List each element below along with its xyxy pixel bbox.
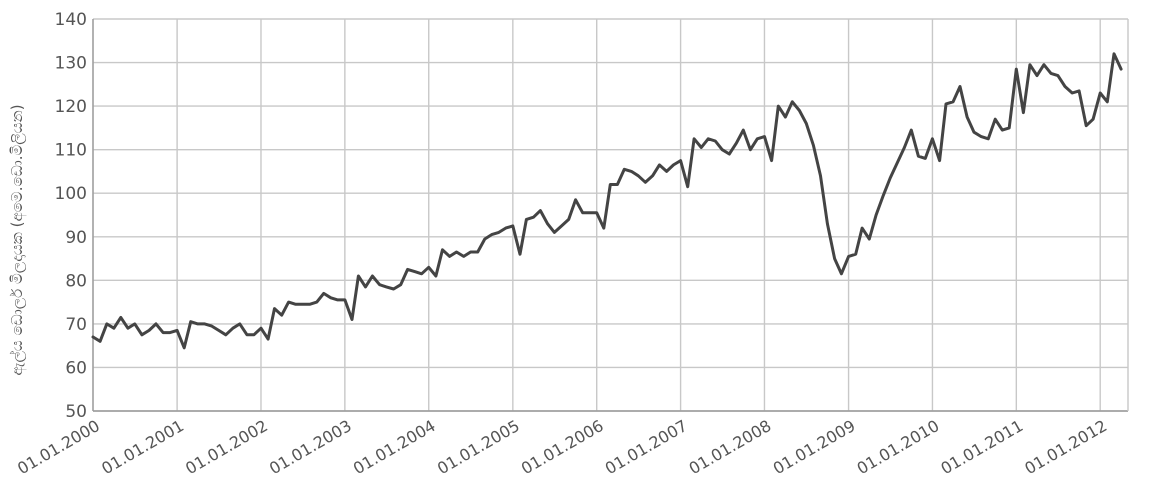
x-tick-label: 01.01.2009 xyxy=(770,416,859,478)
y-tick-label: 60 xyxy=(65,358,87,378)
y-tick-label: 130 xyxy=(55,54,87,74)
x-tick-label: 01.01.2006 xyxy=(518,416,607,478)
y-tick-label: 70 xyxy=(65,315,87,335)
x-tick-label: 01.01.2008 xyxy=(686,416,775,478)
y-tick-label: 120 xyxy=(55,97,87,117)
x-tick-label: 01.01.2010 xyxy=(854,416,943,478)
y-tick-label: 50 xyxy=(65,402,87,422)
axis-layer xyxy=(92,19,1129,412)
y-axis-label: ඇල්ය ඩොලර් මිලදායක (අමෙ.ඩො.මිලියන) xyxy=(8,104,27,375)
x-tick-label: 01.01.2007 xyxy=(602,416,691,478)
x-tick-label: 01.01.2001 xyxy=(98,416,187,478)
label-layer: 506070809010011012013014001.01.200001.01… xyxy=(14,10,1110,478)
x-tick-label: 01.01.2011 xyxy=(937,416,1026,478)
x-tick-label: 01.01.2005 xyxy=(434,416,523,478)
x-tick-label: 01.01.2002 xyxy=(182,416,271,478)
x-tick-label: 01.01.2012 xyxy=(1021,416,1110,478)
y-tick-label: 140 xyxy=(55,10,87,30)
y-tick-label: 110 xyxy=(55,141,87,161)
y-tick-label: 100 xyxy=(55,184,87,204)
series-line xyxy=(91,52,1123,350)
y-tick-label: 90 xyxy=(65,228,87,248)
x-tick-label: 01.01.2004 xyxy=(350,416,439,478)
x-tick-label: 01.01.2003 xyxy=(266,416,355,478)
y-tick-label: 80 xyxy=(65,271,87,291)
series-layer xyxy=(91,52,1123,350)
x-tick-label: 01.01.2000 xyxy=(14,416,103,478)
grid-layer xyxy=(92,18,1128,412)
